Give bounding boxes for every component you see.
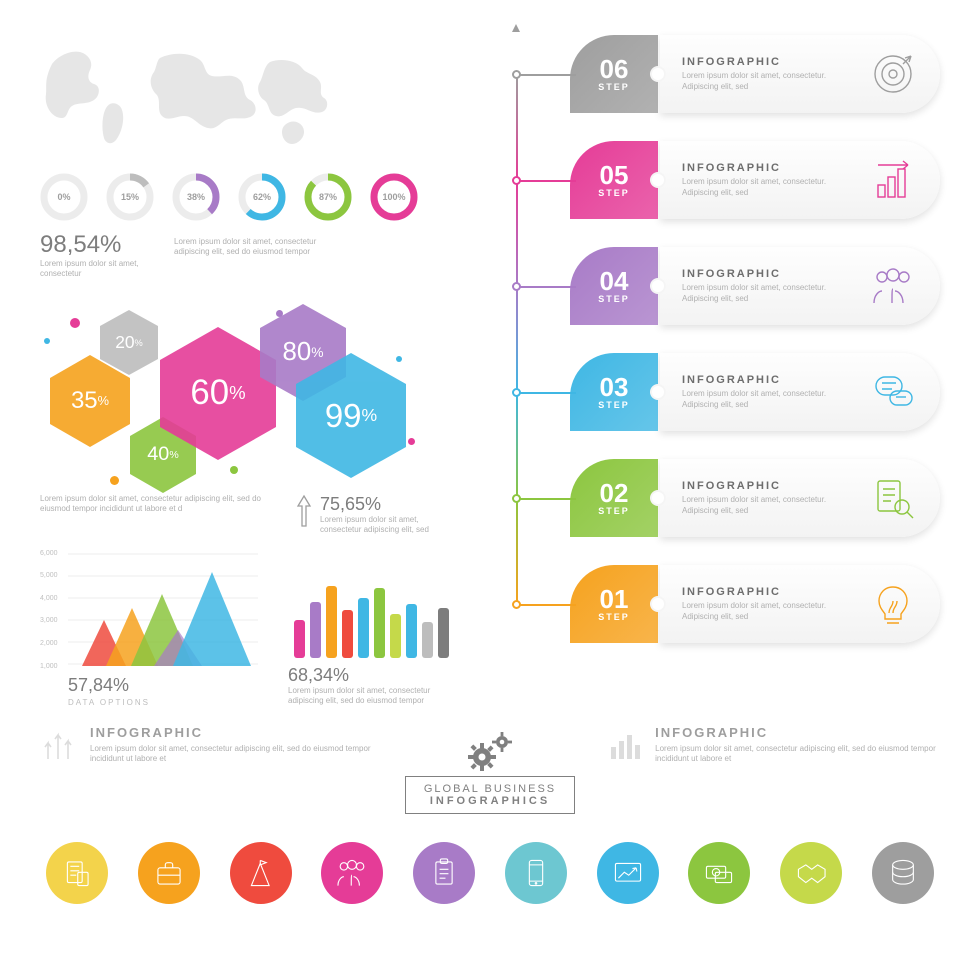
up-arrow-icon — [296, 494, 312, 528]
center-title-block: GLOBAL BUSINESS INFOGRAPHICS — [405, 725, 575, 814]
center-line2: INFOGRAPHICS — [424, 795, 556, 807]
step-num: 01 — [600, 586, 629, 612]
bar-chart-block: 68,34% Lorem ipsum dolor sit amet, conse… — [288, 570, 458, 707]
handshake-circle-icon — [780, 842, 842, 904]
phone-circle-icon — [505, 842, 567, 904]
growth-circle-icon — [597, 842, 659, 904]
hex-dot — [276, 310, 283, 317]
hex-dot — [44, 338, 50, 344]
stat-75-desc: Lorem ipsum dolor sit amet, consectetur … — [320, 515, 460, 536]
stat-57: 57,84% — [68, 675, 258, 696]
stat-68: 68,34% — [288, 665, 458, 686]
money-circle-icon — [688, 842, 750, 904]
step-desc: Lorem ipsum dolor sit amet, consectetur.… — [682, 177, 856, 198]
hex-35: 35% — [50, 378, 130, 424]
donut-38: 38% — [172, 173, 220, 221]
donut-62: 62% — [238, 173, 286, 221]
bottom-right-desc: Lorem ipsum dolor sit amet, consectetur … — [655, 744, 940, 765]
bulb-icon — [870, 581, 916, 627]
step-title: INFOGRAPHIC — [682, 480, 856, 492]
area-chart: 6,0005,0004,0003,0002,0001,000 57,84% DA… — [68, 550, 258, 707]
step-title: INFOGRAPHIC — [682, 586, 856, 598]
step-06: 06 STEP INFOGRAPHIC Lorem ipsum dolor si… — [490, 30, 940, 118]
stat-75: 75,65% — [320, 494, 460, 515]
step-label: STEP — [598, 506, 630, 516]
step-label: STEP — [598, 294, 630, 304]
step-title: INFOGRAPHIC — [682, 56, 856, 68]
step-num: 04 — [600, 268, 629, 294]
step-num: 03 — [600, 374, 629, 400]
bottom-left-title: INFOGRAPHIC — [90, 725, 375, 740]
hex-dot — [396, 356, 402, 362]
stat-98: 98,54% — [40, 231, 150, 259]
step-04: 04 STEP INFOGRAPHIC Lorem ipsum dolor si… — [490, 242, 940, 330]
donut-100: 100% — [370, 173, 418, 221]
step-03: 03 STEP INFOGRAPHIC Lorem ipsum dolor si… — [490, 348, 940, 436]
data-options-label: DATA OPTIONS — [68, 698, 258, 707]
icon-row — [40, 842, 940, 904]
step-label: STEP — [598, 612, 630, 622]
step-num: 02 — [600, 480, 629, 506]
hex-60: 60% — [160, 360, 276, 427]
hexagon-cluster: 20% 35% 40% 60% 80% 99% — [40, 298, 460, 488]
docsearch-icon — [870, 475, 916, 521]
step-desc: Lorem ipsum dolor sit amet, consectetur.… — [682, 71, 856, 92]
stat-98b-desc: Lorem ipsum dolor sit amet, consectetur … — [174, 231, 354, 280]
step-01: 01 STEP INFOGRAPHIC Lorem ipsum dolor si… — [490, 560, 940, 648]
briefcase-circle-icon — [138, 842, 200, 904]
hex-dot — [230, 466, 238, 474]
step-02: 02 STEP INFOGRAPHIC Lorem ipsum dolor si… — [490, 454, 940, 542]
cylinder-circle-icon — [872, 842, 934, 904]
step-label: STEP — [598, 400, 630, 410]
donut-15: 15% — [106, 173, 154, 221]
donut-87: 87% — [304, 173, 352, 221]
mini-bars-icon — [605, 725, 645, 770]
donut-0: 0% — [40, 173, 88, 221]
step-title: INFOGRAPHIC — [682, 162, 856, 174]
step-num: 06 — [600, 56, 629, 82]
hex-para: Lorem ipsum dolor sit amet, consectetur … — [40, 494, 276, 536]
step-num: 05 — [600, 162, 629, 188]
clipboard-circle-icon — [413, 842, 475, 904]
people-circle-icon — [321, 842, 383, 904]
timeline: 06 STEP INFOGRAPHIC Lorem ipsum dolor si… — [490, 30, 940, 707]
bottom-right-title: INFOGRAPHIC — [655, 725, 940, 740]
flag-circle-icon — [230, 842, 292, 904]
step-desc: Lorem ipsum dolor sit amet, consectetur.… — [682, 389, 856, 410]
step-desc: Lorem ipsum dolor sit amet, consectetur.… — [682, 283, 856, 304]
gears-icon — [405, 731, 575, 776]
stat-98-desc: Lorem ipsum dolor sit amet, consectetur — [40, 259, 150, 280]
donut-row: 0% 15% 38% 62% 87% 100% — [40, 173, 460, 221]
step-desc: Lorem ipsum dolor sit amet, consectetur.… — [682, 601, 856, 622]
step-title: INFOGRAPHIC — [682, 374, 856, 386]
people-icon — [870, 263, 916, 309]
step-label: STEP — [598, 82, 630, 92]
target-icon — [870, 51, 916, 97]
chat-icon — [870, 369, 916, 415]
stat-68-desc: Lorem ipsum dolor sit amet, consectetur … — [288, 686, 458, 707]
bar-chart — [288, 570, 458, 660]
step-label: STEP — [598, 188, 630, 198]
bottom-left-desc: Lorem ipsum dolor sit amet, consectetur … — [90, 744, 375, 765]
step-05: 05 STEP INFOGRAPHIC Lorem ipsum dolor si… — [490, 136, 940, 224]
arrows-up-icon — [40, 725, 80, 770]
hex-dot — [110, 476, 119, 485]
hex-99: 99% — [296, 384, 406, 447]
hex-dot — [408, 438, 415, 445]
hex-dot — [70, 318, 80, 328]
bars-icon — [870, 157, 916, 203]
doc-circle-icon — [46, 842, 108, 904]
step-desc: Lorem ipsum dolor sit amet, consectetur.… — [682, 495, 856, 516]
step-title: INFOGRAPHIC — [682, 268, 856, 280]
center-line1: GLOBAL BUSINESS — [424, 783, 556, 795]
world-map — [40, 30, 340, 160]
